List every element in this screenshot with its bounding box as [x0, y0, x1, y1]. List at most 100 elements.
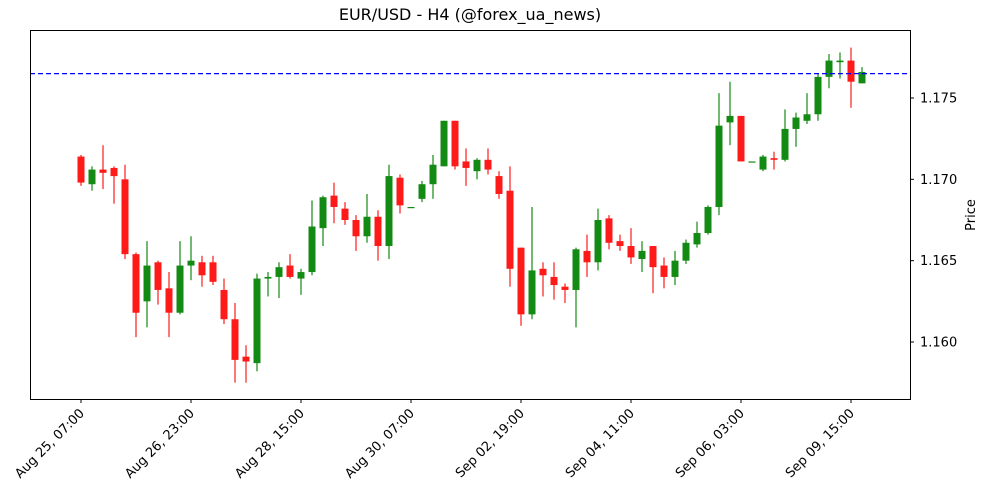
candle	[759, 154, 767, 172]
chart-title: EUR/USD - H4 (@forex_ua_news)	[338, 5, 602, 24]
candle	[550, 262, 558, 300]
candle	[429, 154, 437, 199]
candle	[308, 200, 316, 276]
candle-body	[121, 179, 129, 255]
candle-body	[451, 120, 459, 167]
candle	[803, 93, 811, 125]
candle	[583, 234, 591, 277]
candle	[286, 254, 294, 279]
candle-body	[264, 276, 272, 279]
candle-body	[506, 190, 514, 269]
candle	[264, 272, 272, 297]
candle	[99, 145, 107, 190]
candle	[231, 302, 239, 383]
candle-body	[495, 176, 503, 194]
candle-body	[308, 226, 316, 273]
candle	[209, 255, 217, 286]
candle-body	[154, 262, 162, 290]
candle-body	[682, 242, 690, 261]
candle	[440, 120, 448, 167]
candle-body	[253, 278, 261, 364]
y-axis-label: Price	[964, 199, 979, 231]
candle-body	[781, 128, 789, 160]
candle-body	[649, 246, 657, 268]
candle	[836, 52, 844, 79]
candle	[770, 151, 778, 170]
candle-body	[297, 272, 305, 279]
candle-body	[572, 249, 580, 290]
candle	[187, 236, 195, 281]
candle-body	[594, 220, 602, 263]
candle-body	[374, 216, 382, 247]
candle-body	[858, 71, 866, 84]
candle-body	[814, 76, 822, 115]
candle-body	[583, 250, 591, 263]
candle	[737, 115, 745, 162]
candle	[242, 345, 250, 383]
candle	[319, 195, 327, 247]
candle	[363, 193, 371, 243]
candle	[77, 154, 85, 186]
candle	[561, 283, 569, 303]
candle-body	[561, 286, 569, 290]
candle	[572, 247, 580, 328]
plot-frame	[30, 30, 911, 400]
x-tick-label: Aug 28, 15:00	[232, 406, 308, 482]
y-tick-label: 1.175	[920, 92, 957, 107]
y-tick-label: 1.160	[920, 336, 957, 351]
candle-body	[275, 267, 283, 277]
candle-body	[759, 156, 767, 170]
candle	[374, 210, 382, 261]
candle-body	[792, 117, 800, 129]
x-tick-label: Aug 30, 07:00	[342, 406, 418, 482]
candle-body	[209, 262, 217, 282]
candle-body	[176, 265, 184, 313]
candle	[473, 158, 481, 180]
candle	[715, 93, 723, 216]
candle	[847, 47, 855, 108]
candle-body	[132, 254, 140, 313]
candle	[176, 241, 184, 315]
candle-body	[770, 158, 778, 160]
candle	[858, 67, 866, 84]
candle	[704, 205, 712, 235]
candle	[528, 206, 536, 320]
x-tick-label: Sep 06, 03:00	[673, 406, 748, 481]
candle-body	[363, 216, 371, 237]
candle-body	[803, 114, 811, 121]
candle	[649, 246, 657, 294]
candle-body	[99, 169, 107, 173]
candle	[506, 166, 514, 287]
candle-body	[484, 159, 492, 170]
candle-body	[143, 265, 151, 302]
candle	[143, 241, 151, 328]
y-axis: 1.160 1.165 1.170 1.175	[910, 92, 957, 351]
candle	[484, 148, 492, 175]
candle-body	[704, 206, 712, 234]
candle-body	[220, 289, 228, 320]
candle	[418, 180, 426, 203]
candle-body	[429, 164, 437, 185]
candle	[671, 250, 679, 286]
candle	[825, 54, 833, 89]
candle-body	[396, 177, 404, 206]
candle	[220, 278, 228, 325]
candle	[517, 247, 525, 326]
candle	[462, 148, 470, 186]
candle-body	[407, 206, 415, 209]
candle-body	[616, 241, 624, 247]
candle-body	[473, 159, 481, 172]
candle	[451, 120, 459, 170]
candle	[726, 81, 734, 146]
candle	[275, 262, 283, 299]
candle-body	[825, 60, 833, 77]
x-tick-label: Sep 09, 15:00	[783, 406, 858, 481]
candle-body	[715, 125, 723, 207]
candle	[792, 112, 800, 147]
candle	[594, 208, 602, 271]
candle	[693, 221, 701, 248]
x-tick-label: Sep 02, 19:00	[453, 406, 528, 481]
candle-body	[286, 265, 294, 277]
candle	[165, 272, 173, 338]
